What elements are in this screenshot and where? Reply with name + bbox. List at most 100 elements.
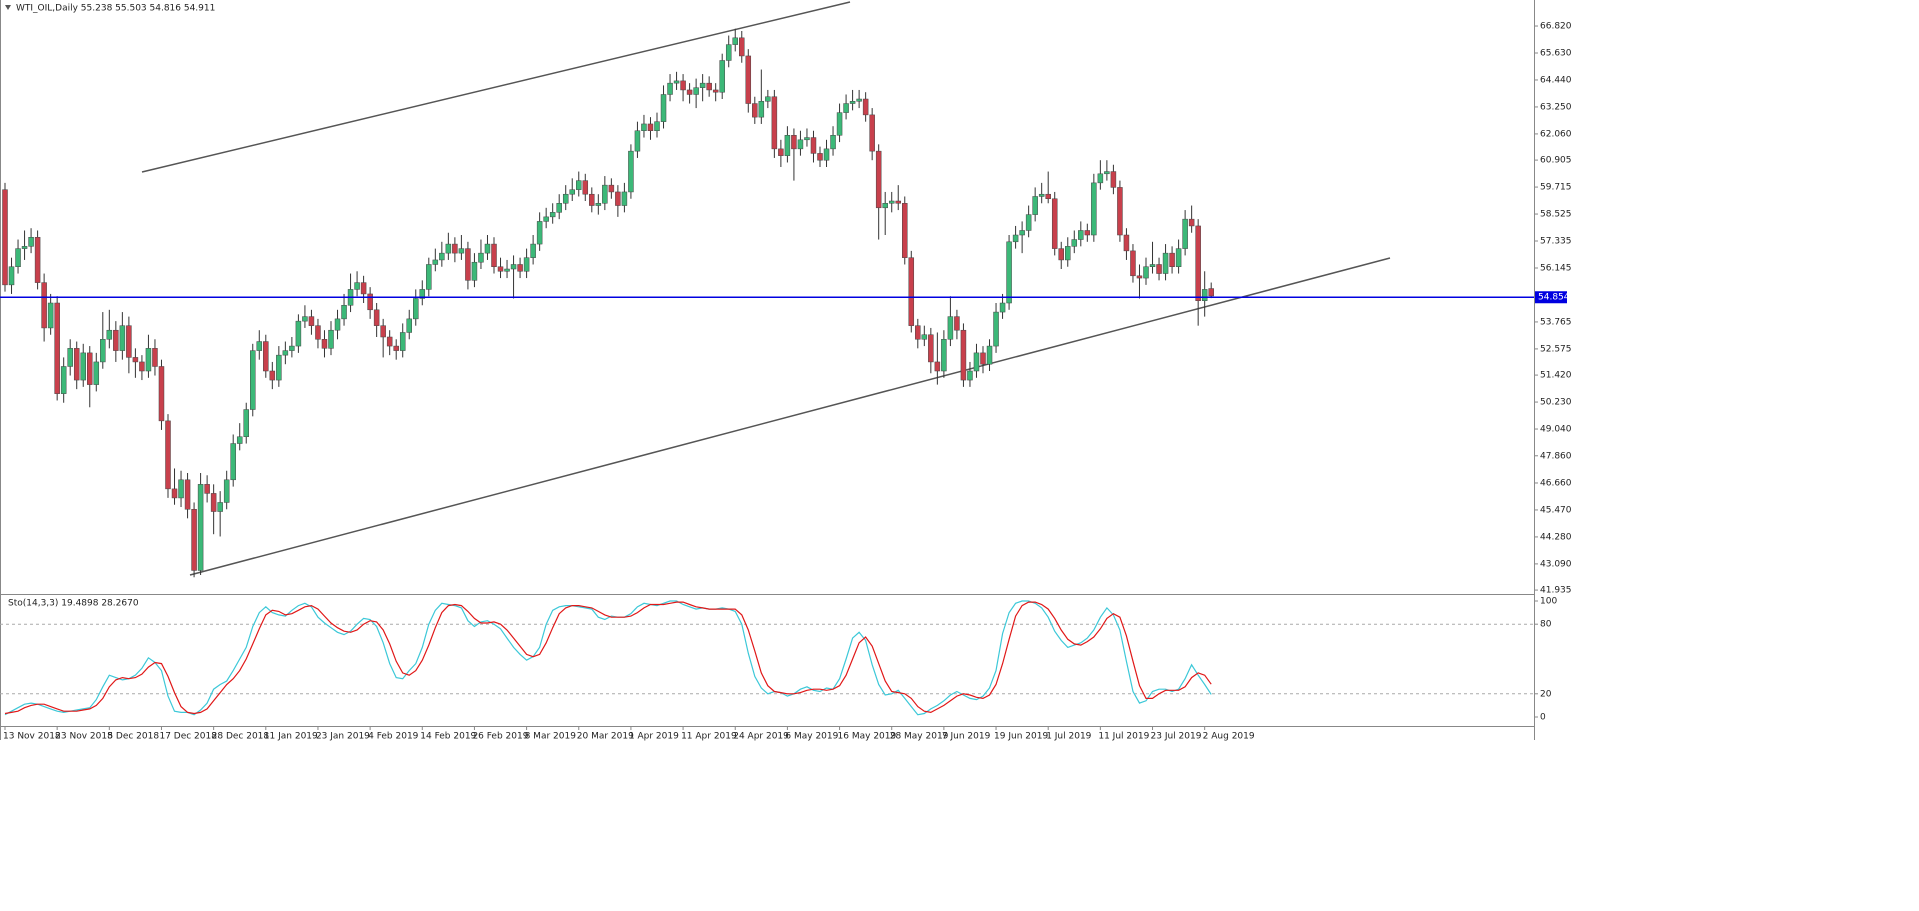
candle-body — [1097, 173, 1104, 184]
candle-body — [830, 135, 836, 150]
y-tick-label: 43.090 — [1540, 559, 1572, 569]
candle-body — [875, 150, 882, 209]
candle-body — [902, 203, 908, 258]
x-tick-label: 8 Mar 2019 — [525, 732, 577, 742]
candle-body — [426, 264, 432, 290]
y-tick-label: 46.660 — [1540, 478, 1572, 488]
y-tick-label: 64.440 — [1540, 75, 1572, 85]
candle-body — [641, 123, 647, 131]
x-tick-label: 26 Feb 2019 — [472, 732, 528, 742]
candle-body — [1201, 289, 1208, 301]
candle-body — [256, 341, 263, 351]
y-tick-label: 47.860 — [1540, 451, 1572, 461]
candle-body — [523, 257, 530, 272]
candle-body — [230, 443, 236, 481]
candle-body — [908, 257, 915, 326]
y-tick-label: 44.280 — [1540, 532, 1572, 542]
candle-body — [204, 484, 210, 494]
candle-body — [725, 44, 732, 61]
candle-body — [1006, 241, 1012, 304]
x-tick-label: 19 Jun 2019 — [994, 732, 1048, 742]
x-tick-label: 24 Apr 2019 — [733, 732, 789, 742]
candle-body — [478, 252, 484, 263]
candle-body — [1208, 288, 1214, 297]
candle-body — [849, 101, 856, 104]
y-tick-label: 53.765 — [1540, 317, 1572, 327]
candle-body — [445, 243, 452, 254]
candle-body — [947, 316, 954, 340]
candle-body — [758, 101, 765, 118]
candle-body — [732, 37, 738, 45]
candle-body — [315, 325, 321, 340]
candle-body — [47, 302, 54, 329]
x-tick-label: 1 Jul 2019 — [1046, 732, 1091, 742]
candle-body — [263, 341, 269, 372]
y-tick-label: 60.905 — [1540, 156, 1572, 166]
candle-body — [706, 82, 712, 91]
y-tick-label: 45.470 — [1540, 505, 1572, 515]
y-tick-label: 50.230 — [1540, 398, 1572, 408]
candle-body — [276, 354, 282, 381]
candle-body — [126, 325, 132, 358]
candle-body — [360, 282, 367, 295]
candle-body — [145, 348, 152, 372]
candle-body — [1162, 252, 1169, 274]
candle-body — [595, 203, 602, 206]
candle-body — [119, 325, 126, 351]
candle-body — [1058, 248, 1064, 261]
candle-body — [334, 318, 341, 331]
candle-body — [699, 82, 706, 88]
candle-body — [1051, 198, 1058, 249]
candle-body — [373, 309, 380, 326]
candle-body — [915, 325, 921, 340]
candle-body — [178, 479, 184, 499]
candle-body — [302, 316, 308, 322]
candle-body — [113, 329, 119, 351]
candle-body — [569, 189, 575, 195]
candle-body — [745, 55, 752, 104]
candle-body — [1038, 193, 1045, 197]
candle-body — [295, 320, 302, 347]
x-tick-label: 5 Dec 2018 — [107, 732, 159, 742]
candle-body — [1136, 275, 1143, 279]
candle-body — [243, 409, 249, 437]
indicator-line — [4, 601, 1212, 715]
candle-body — [680, 80, 686, 91]
candle-body — [1130, 250, 1136, 277]
candle-body — [673, 80, 680, 84]
candle-body — [856, 98, 862, 102]
x-tick-label: 13 Nov 2018 — [3, 732, 61, 742]
candle-body — [536, 221, 543, 245]
candle-body — [510, 264, 517, 270]
upper-trend-line — [141, 1, 851, 173]
candle-body — [452, 243, 458, 254]
candle-body — [399, 332, 406, 351]
candle-body — [158, 366, 165, 422]
candle-body — [634, 130, 641, 152]
candle-body — [393, 345, 399, 351]
candle-body — [980, 352, 986, 365]
candle-body — [465, 248, 471, 281]
candle-body — [152, 348, 158, 367]
candle-body — [1078, 230, 1084, 240]
candle-body — [797, 139, 804, 150]
candle-body — [1182, 218, 1188, 249]
candle-body — [608, 184, 615, 193]
candle-body — [367, 293, 373, 311]
candle-body — [654, 121, 660, 131]
candle-body — [1091, 182, 1097, 236]
candle-body — [589, 193, 595, 206]
y-tick-label: 63.250 — [1540, 102, 1572, 112]
candle-body — [576, 180, 582, 190]
y-tick-label: 65.630 — [1540, 48, 1572, 58]
x-tick-label: 11 Jan 2019 — [264, 732, 318, 742]
x-tick-label: 17 Dec 2018 — [159, 732, 217, 742]
candle-body — [458, 248, 465, 254]
x-tick-label: 20 Mar 2019 — [577, 732, 634, 742]
candle-body — [549, 212, 556, 218]
candle-body — [282, 350, 289, 356]
x-tick-label: 11 Jul 2019 — [1098, 732, 1149, 742]
candle-body — [562, 193, 569, 204]
candle-body — [1110, 171, 1117, 188]
candle-body — [87, 352, 93, 385]
